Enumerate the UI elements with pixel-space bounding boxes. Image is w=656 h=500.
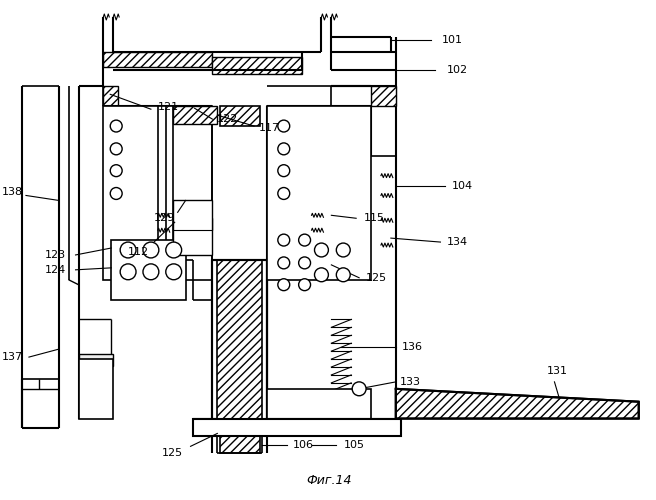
Text: 112: 112 (127, 247, 148, 257)
Circle shape (143, 242, 159, 258)
Text: 138: 138 (1, 188, 23, 198)
Bar (213, 56, 302, 74)
Circle shape (110, 188, 122, 200)
Circle shape (278, 234, 290, 246)
Circle shape (298, 257, 310, 269)
Text: 105: 105 (344, 440, 365, 450)
Bar (267, 106, 371, 280)
Circle shape (120, 242, 136, 258)
Circle shape (298, 279, 310, 290)
Text: 117: 117 (259, 123, 281, 133)
Text: 124: 124 (45, 265, 66, 275)
Circle shape (337, 268, 350, 281)
Text: 131: 131 (547, 366, 568, 376)
Circle shape (314, 268, 329, 281)
Polygon shape (396, 389, 639, 418)
Circle shape (120, 264, 136, 280)
Text: 136: 136 (402, 342, 423, 352)
Circle shape (314, 243, 329, 257)
Circle shape (110, 120, 122, 132)
Bar (213, 260, 267, 424)
Bar (112, 240, 186, 300)
Bar (220, 424, 260, 454)
Bar (103, 52, 213, 66)
Circle shape (110, 143, 122, 155)
Bar (79, 354, 113, 366)
Text: 125: 125 (365, 273, 386, 283)
Text: 134: 134 (447, 237, 468, 247)
Bar (79, 359, 113, 418)
Circle shape (278, 143, 290, 155)
Bar (174, 218, 213, 230)
Bar (267, 389, 371, 418)
Circle shape (278, 188, 290, 200)
Text: 102: 102 (447, 64, 468, 74)
Circle shape (110, 164, 122, 176)
Text: 121: 121 (158, 102, 179, 112)
Circle shape (298, 234, 310, 246)
Text: 123: 123 (45, 250, 66, 260)
Bar (103, 86, 118, 106)
Text: Фиг.14: Фиг.14 (306, 474, 352, 486)
Text: 104: 104 (452, 180, 473, 190)
Text: 101: 101 (442, 35, 463, 45)
Bar (217, 260, 262, 424)
Circle shape (166, 242, 182, 258)
Text: 137: 137 (1, 352, 23, 362)
Circle shape (352, 382, 366, 396)
Circle shape (278, 120, 290, 132)
Text: 133: 133 (400, 377, 421, 387)
Circle shape (278, 257, 290, 269)
Text: 115: 115 (363, 214, 384, 224)
Bar (371, 86, 396, 106)
Circle shape (337, 243, 350, 257)
Bar (103, 106, 213, 280)
Circle shape (166, 264, 182, 280)
Bar (193, 418, 401, 436)
Bar (173, 106, 217, 124)
Bar (220, 106, 260, 126)
Circle shape (278, 279, 290, 290)
Circle shape (143, 264, 159, 280)
Text: 122: 122 (216, 114, 238, 124)
Text: 125: 125 (162, 448, 183, 458)
Circle shape (278, 164, 290, 176)
Text: 129: 129 (154, 214, 175, 224)
Text: 106: 106 (293, 440, 314, 450)
Bar (173, 200, 213, 255)
